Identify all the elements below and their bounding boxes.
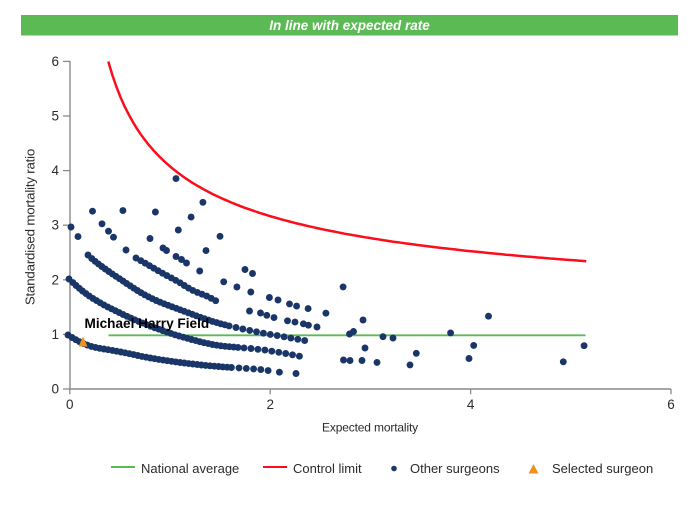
svg-text:Other surgeons: Other surgeons	[410, 461, 500, 476]
svg-text:6: 6	[51, 54, 59, 69]
svg-text:5: 5	[51, 109, 59, 124]
svg-text:Michael Harry Field: Michael Harry Field	[85, 316, 210, 331]
svg-text:Expected mortality: Expected mortality	[322, 421, 418, 435]
svg-text:4: 4	[467, 397, 475, 412]
svg-text:2: 2	[266, 397, 274, 412]
svg-text:In line with expected rate: In line with expected rate	[269, 18, 430, 33]
svg-text:0: 0	[51, 382, 59, 397]
svg-text:6: 6	[667, 397, 675, 412]
svg-text:3: 3	[51, 218, 59, 233]
svg-text:National average: National average	[141, 461, 239, 476]
svg-text:Standardised mortality ratio: Standardised mortality ratio	[23, 149, 38, 305]
svg-text:0: 0	[66, 397, 74, 412]
svg-text:Selected surgeon: Selected surgeon	[552, 461, 653, 476]
svg-text:Control limit: Control limit	[293, 461, 362, 476]
svg-text:4: 4	[51, 163, 59, 178]
svg-text:1: 1	[51, 327, 59, 342]
svg-text:2: 2	[51, 272, 59, 287]
